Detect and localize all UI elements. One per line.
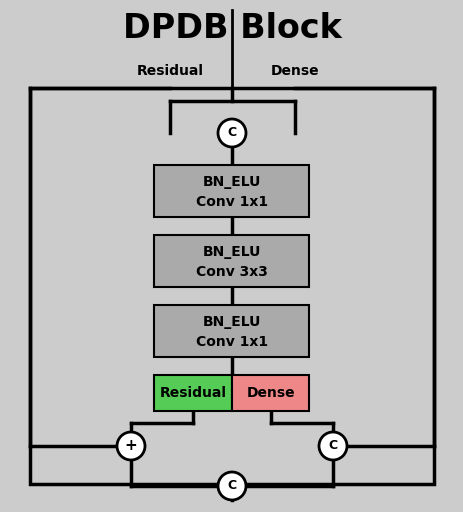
Text: BN_ELU: BN_ELU — [202, 245, 261, 259]
FancyBboxPatch shape — [154, 375, 232, 411]
FancyBboxPatch shape — [154, 235, 309, 287]
Text: Conv 1x1: Conv 1x1 — [195, 335, 268, 349]
Text: C: C — [227, 126, 236, 139]
Circle shape — [218, 472, 245, 500]
Circle shape — [218, 119, 245, 147]
Text: C: C — [227, 480, 236, 493]
Text: +: + — [125, 438, 137, 454]
Text: Dense: Dense — [270, 64, 319, 78]
FancyBboxPatch shape — [154, 165, 309, 217]
FancyBboxPatch shape — [154, 305, 309, 357]
Text: Residual: Residual — [136, 64, 203, 78]
Text: Dense: Dense — [246, 386, 294, 400]
Text: BN_ELU: BN_ELU — [202, 315, 261, 329]
Circle shape — [117, 432, 144, 460]
Text: Residual: Residual — [159, 386, 226, 400]
Text: DPDB Block: DPDB Block — [122, 11, 341, 45]
FancyBboxPatch shape — [232, 375, 309, 411]
Text: Conv 3x3: Conv 3x3 — [196, 265, 267, 280]
Text: Conv 1x1: Conv 1x1 — [195, 196, 268, 209]
Text: C: C — [328, 439, 337, 453]
Circle shape — [319, 432, 346, 460]
Bar — [30, 88, 433, 484]
Text: BN_ELU: BN_ELU — [202, 175, 261, 189]
